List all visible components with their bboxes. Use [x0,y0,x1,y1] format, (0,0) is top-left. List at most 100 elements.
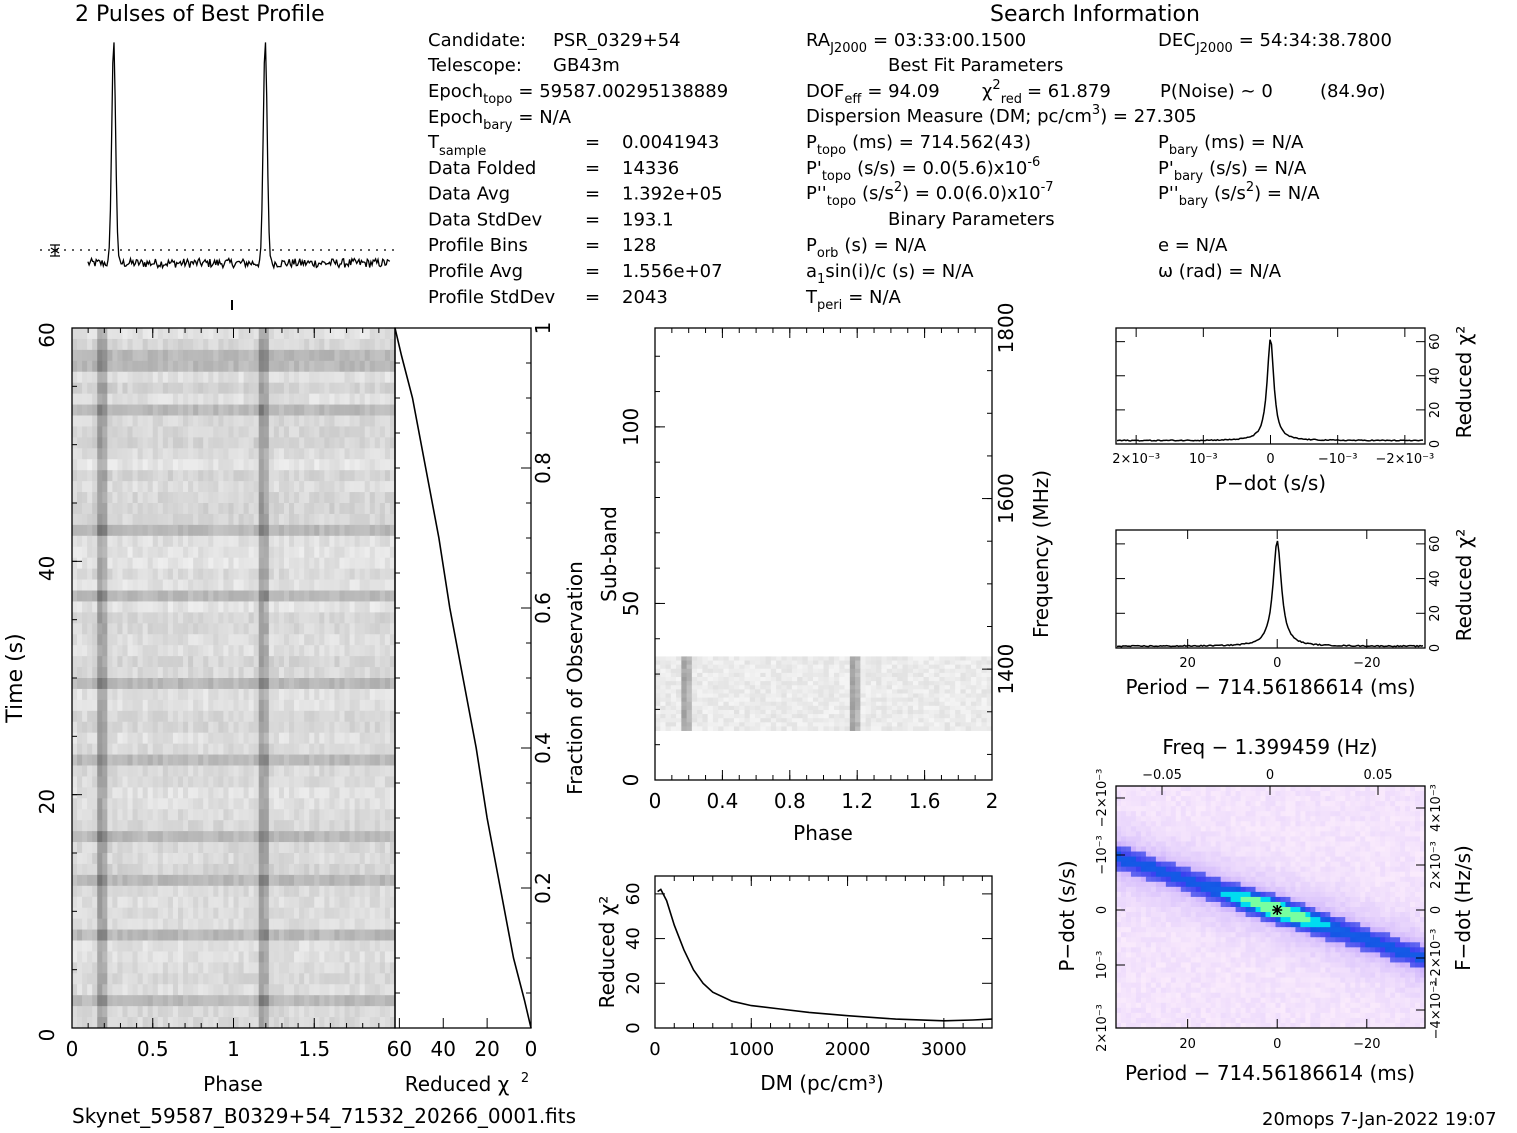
dm-xlabel: DM (pc/cm³) [760,1071,884,1095]
period-xtick: −20 [1353,656,1380,671]
candidate-label: Candidate: [428,30,526,51]
chi2-time-xtick: 40 [431,1037,456,1061]
subband-xtick: 0 [649,789,662,813]
pulse-profile-plot [40,42,395,270]
time-phase-xtick: 0 [66,1037,79,1061]
obs-eq: = [585,235,600,256]
profile-error-bar [50,244,60,257]
dm-xtick: 0 [649,1039,660,1060]
pp-xlabel: Period − 714.56186614 (ms) [1125,1061,1415,1085]
profile-line [87,42,391,270]
time-phase-ytick: 20 [35,789,59,814]
telescope-label: Telescope: [427,55,522,76]
obs-eq: = [585,158,600,179]
chi2-time-ytick: 1 [531,322,555,335]
pdot-ytick: 40 [1428,367,1443,384]
chi2-time-ytick: 0.8 [531,452,555,484]
pp-ytick: −10⁻³ [1095,835,1110,875]
pp-y2tick: −4×10⁻³ [1429,981,1444,1040]
obs-value: 0.0041943 [622,132,719,153]
period-ylabel: Reduced χ² [1452,529,1476,642]
pp-y2tick: 0 [1429,906,1444,914]
subband-y2tick: 1800 [994,303,1018,354]
subband-cells [655,656,993,731]
time-phase-xtick: 1 [227,1037,240,1061]
pp-ytick: −2×10⁻³ [1095,769,1110,828]
footer-credit: 20mops 7-Jan-2022 19:07 [1262,1109,1497,1130]
period-xlabel: Period − 714.56186614 (ms) [1125,675,1415,699]
pdot-xtick: −2×10⁻³ [1376,452,1435,467]
pdot-line [1116,339,1423,442]
period-ytick: 0 [1428,644,1443,652]
sigma: (84.9σ) [1320,81,1386,102]
period-line [1116,540,1424,648]
time-phase-ylabel: Time (s) [3,633,28,723]
time-phase-xlabel: Phase [203,1072,263,1096]
chi2-time-ytick: 0.4 [531,732,555,764]
time-phase-cells [72,328,396,1029]
time-phase-axes: 0 0.5 1 1.5 0 20 40 60 [35,300,380,1061]
dof: DOFeff = 94.09 [806,81,940,107]
period-ytick: 40 [1428,570,1443,587]
period-curve-plot: 20 0 −20 0 20 40 60 Period − 714.56186614 (ms) R… [1115,529,1476,699]
obs-value: 1.556e+07 [622,261,723,282]
subband-xtick: 1.6 [909,789,941,813]
dm-ylabel: Reduced χ² [595,896,619,1009]
pdot-xtick: 10⁻³ [1189,452,1218,467]
obs-label: Profile Bins [428,235,528,256]
dm-ytick: 60 [623,882,644,905]
pp-xtick: −20 [1353,1037,1380,1052]
pp-x2label: Freq − 1.399459 (Hz) [1162,735,1377,759]
search-info-title: Search Information [990,2,1200,27]
period-xtick: 0 [1273,656,1281,671]
best-fit-title: Best Fit Parameters [888,55,1063,76]
obs-value: 128 [622,235,656,256]
time-phase-plot: 0 0.5 1 1.5 0 20 40 60 Phase Time (s) [3,300,396,1096]
period-frame [1115,529,1426,649]
telescope-value: GB43m [553,55,620,76]
obs-label: Profile Avg [428,261,523,282]
footer-filename: Skynet_59587_B0329+54_71532_20266_0001.f… [72,1104,576,1128]
obs-eq: = [585,287,600,308]
subband-ylabel: Sub-band [597,506,621,602]
obs-eq: = [585,132,600,153]
pdot-ylabel: Reduced χ² [1452,326,1476,439]
pp-x2tick: 0 [1266,768,1274,783]
subband-ytick: 50 [619,591,643,616]
pp-xtick: 20 [1179,1037,1196,1052]
subband-y2label: Frequency (MHz) [1029,470,1053,638]
period-xtick: 20 [1179,656,1196,671]
chi2-time-xtick: 60 [387,1037,412,1061]
period-ytick: 60 [1428,536,1443,553]
pdot-bary: P'bary (s/s) = N/A [1158,158,1307,184]
pp-ytick: 2×10⁻³ [1095,1004,1110,1052]
ra: RAJ2000 = 03:33:00.1500 [806,30,1026,56]
pp-ylabel: P−dot (s/s) [1055,860,1079,971]
search-info: Search Information Candidate: PSR_0329+5… [427,2,1392,313]
pdot-curve-plot: 2×10⁻³ 10⁻³ 0 −10⁻³ −2×10⁻³ 0 20 40 60 P−dot (s/s… [1112,326,1476,495]
chi2-vs-time-plot: 60 40 20 0 0.2 0.4 0.6 0.8 1 Reduced χ 2 Fraction o… [387,322,587,1096]
profile-title: 2 Pulses of Best Profile [75,2,325,27]
chi2-time-xlabel-sup: 2 [521,1071,529,1086]
obs-label: Tsample [427,132,486,159]
p-noise: P(Noise) ~ 0 [1160,81,1273,102]
pp-ytick: 10⁻³ [1095,951,1110,980]
period-pdot-plane-plot: 20 0 −20−0.05 0 0.052×10⁻³10⁻³0−10⁻³−2×10⁻³−… [1055,735,1475,1085]
time-phase-ytick: 0 [35,1029,59,1042]
pdot-xlabel: P−dot (s/s) [1215,471,1326,495]
chi2-time-line [394,327,532,1029]
dm-ytick: 40 [623,927,644,950]
pp-y2tick: 4×10⁻³ [1429,784,1444,832]
pdot-topo: P'topo (s/s) = 0.0(5.6)x10-6 [806,155,1040,184]
best-fit-marker [1272,905,1283,915]
obs-label: Data Avg [428,184,510,205]
subband-ytick: 0 [619,774,643,787]
obs-value: 1.392e+05 [622,184,723,205]
subband-xtick: 2 [986,789,999,813]
a1sini: a1sin(i)/c (s) = N/A [806,261,974,287]
chi2-time-ylabel: Fraction of Observation [563,561,587,795]
chi2-time-xtick: 20 [474,1037,499,1061]
pdot-frame [1115,327,1426,445]
subband-xtick: 0.4 [706,789,738,813]
pp-x2tick: 0.05 [1364,768,1393,783]
